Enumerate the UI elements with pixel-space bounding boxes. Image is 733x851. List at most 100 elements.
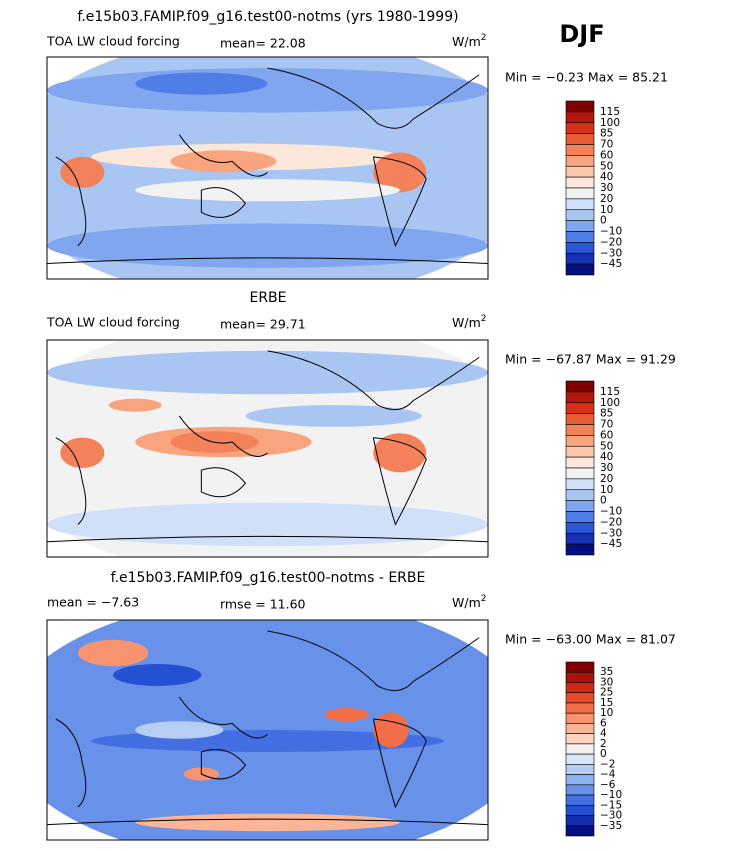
colorbar-box [565, 522, 595, 534]
field-blob [113, 664, 202, 686]
colorbar-label: 50 [600, 160, 613, 172]
colorbar-box [565, 144, 595, 156]
coastline [55, 156, 87, 247]
coastline [178, 696, 268, 739]
colorbar-label: −45 [600, 538, 622, 550]
colorbar-box [565, 263, 595, 276]
panel-title: f.e15b03.FAMIP.f09_g16.test00-notms - ER… [111, 570, 426, 586]
field-blob [47, 68, 488, 113]
colorbar-box [565, 467, 595, 480]
colorbar-box [565, 764, 595, 775]
colorbar-box [565, 682, 595, 694]
colorbar-box [565, 252, 595, 265]
colorbar-box [565, 176, 595, 189]
colorbar-label: −10 [600, 226, 622, 238]
colorbar-box [565, 209, 595, 221]
coastline [200, 467, 247, 498]
colorbar-box [565, 445, 595, 458]
colorbar-label: 100 [600, 117, 620, 129]
colorbar-label: −35 [600, 820, 622, 832]
center-label: mean= 22.08 [220, 36, 306, 51]
colorbar-box [565, 155, 595, 167]
field-blob [135, 813, 400, 832]
colorbar-box [565, 424, 595, 436]
colorbar-box [565, 391, 595, 404]
colorbar-box [565, 198, 595, 211]
colorbar-box [565, 165, 595, 178]
colorbar-label: 6 [600, 717, 607, 729]
coastline [267, 67, 480, 129]
colorbar-label: 115 [600, 386, 620, 398]
colorbar-label: −15 [600, 799, 622, 811]
field-blob [77, 639, 149, 667]
colorbar-label: 60 [600, 429, 613, 441]
colorbar-label: −20 [600, 516, 622, 528]
left-label: mean = −7.63 [47, 595, 139, 610]
colorbar-box [565, 661, 595, 673]
colorbar-label: 50 [600, 440, 613, 452]
colorbar-box [565, 794, 595, 806]
colorbar-label: 10 [600, 707, 613, 719]
coastline [372, 718, 427, 809]
coastline [200, 749, 247, 780]
colorbar-label: 0 [600, 215, 607, 227]
field-blob [135, 72, 268, 95]
colorbar-label: 115 [600, 106, 620, 118]
colorbar-label: −6 [600, 779, 616, 791]
field-blob [373, 152, 427, 193]
colorbar-label: 20 [600, 193, 613, 205]
field-blob [60, 156, 105, 188]
map [47, 620, 488, 840]
units: W/m2 [452, 594, 486, 610]
colorbar-label: −2 [600, 758, 615, 770]
map [47, 57, 488, 279]
colorbar-box [565, 543, 595, 556]
colorbar-box [565, 435, 595, 447]
colorbar-label: 85 [600, 128, 613, 140]
coastline [47, 257, 488, 264]
colorbar-label: 85 [600, 408, 613, 420]
colorbar-box [565, 532, 595, 545]
colorbar-label: 35 [600, 666, 613, 678]
field-blob [108, 398, 162, 412]
colorbar-box [565, 753, 595, 765]
colorbar-label: 0 [600, 748, 607, 760]
coastline [267, 350, 480, 411]
colorbar-box [565, 712, 595, 724]
field-blob [47, 350, 488, 395]
coastline [372, 437, 427, 526]
field-blob [324, 708, 369, 722]
colorbar-box [565, 784, 595, 796]
colorbar-label: 30 [600, 676, 613, 688]
colorbar-box [565, 100, 595, 113]
colorbar-box [565, 220, 595, 232]
colorbar-box [565, 815, 595, 827]
colorbar-box [565, 111, 595, 124]
colorbar-box [565, 723, 595, 734]
colorbar-label: 15 [600, 697, 613, 709]
colorbar-label: 70 [600, 139, 613, 151]
center-label: rmse = 11.60 [220, 597, 306, 612]
field-blob [245, 405, 422, 427]
colorbar-label: −4 [600, 769, 616, 781]
colorbar-box [565, 402, 595, 414]
colorbar-box [565, 380, 595, 393]
colorbar-label: 40 [600, 171, 613, 183]
field-blob [170, 150, 277, 173]
colorbar-box [565, 456, 595, 469]
min-max: Min = −63.00 Max = 81.07 [505, 632, 676, 647]
coastline [47, 535, 488, 543]
colorbar-label: −20 [600, 236, 622, 248]
colorbar-label: −30 [600, 247, 622, 259]
coastline [267, 630, 480, 692]
colorbar-label: 0 [600, 495, 607, 507]
field-blob [373, 433, 427, 473]
colorbar-box [565, 242, 595, 254]
map-frame [46, 619, 489, 841]
colorbar-box [565, 743, 595, 755]
colorbar-box [565, 511, 595, 523]
colorbar-label: −10 [600, 506, 622, 518]
map [47, 340, 488, 557]
colorbar-label: −45 [600, 258, 622, 270]
